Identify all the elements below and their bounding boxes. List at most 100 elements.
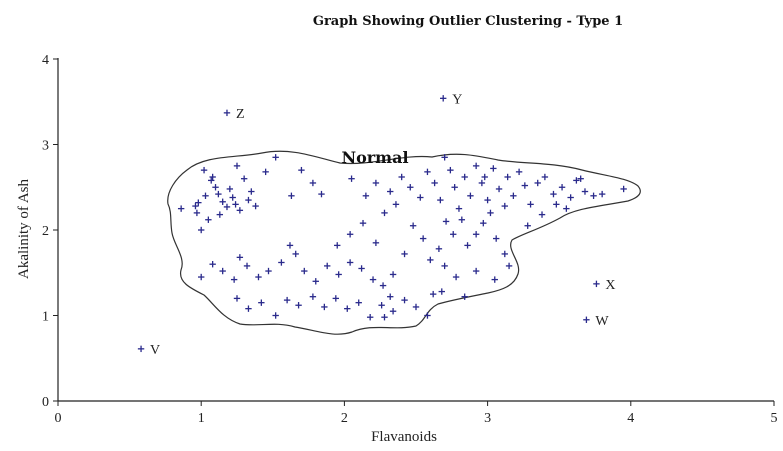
data-point — [347, 259, 353, 265]
data-point — [490, 165, 496, 171]
data-point — [417, 194, 423, 200]
normal-region-outline — [168, 151, 641, 334]
data-point — [522, 182, 528, 188]
x-tick-label: 3 — [484, 411, 491, 426]
data-point — [278, 259, 284, 265]
data-point — [473, 268, 479, 274]
data-point — [502, 203, 508, 209]
outlier-label-y: Y — [452, 92, 462, 107]
data-point — [230, 194, 236, 200]
data-point — [563, 205, 569, 211]
data-point — [459, 217, 465, 223]
y-tick-label: 4 — [42, 53, 49, 68]
x-axis-label: Flavanoids — [371, 429, 437, 445]
data-point — [217, 211, 223, 217]
data-point — [234, 163, 240, 169]
x-tick-label: 2 — [341, 411, 348, 426]
data-point — [373, 240, 379, 246]
data-point — [298, 167, 304, 173]
data-point — [313, 278, 319, 284]
data-point — [380, 282, 386, 288]
outlier-points: VWXYZ — [138, 92, 616, 358]
data-point — [272, 312, 278, 318]
data-point — [437, 197, 443, 203]
data-point — [295, 302, 301, 308]
outlier-point-z — [224, 110, 230, 116]
outlier-point-y — [440, 95, 446, 101]
data-point — [479, 180, 485, 186]
y-tick-label: 3 — [42, 139, 49, 154]
data-point — [390, 308, 396, 314]
data-point — [441, 263, 447, 269]
chart-title: Graph Showing Outlier Clustering - Type … — [313, 14, 623, 29]
data-point — [401, 251, 407, 257]
outlier-label-v: V — [150, 343, 160, 358]
data-point — [450, 231, 456, 237]
data-point — [496, 186, 502, 192]
data-point — [527, 201, 533, 207]
data-point — [451, 184, 457, 190]
data-point — [334, 242, 340, 248]
data-point — [234, 295, 240, 301]
data-point — [358, 265, 364, 271]
data-point — [198, 227, 204, 233]
data-point — [484, 197, 490, 203]
y-tick-label: 1 — [42, 310, 49, 325]
data-point — [461, 293, 467, 299]
data-point — [262, 169, 268, 175]
data-point — [378, 302, 384, 308]
data-point — [387, 188, 393, 194]
data-point — [272, 154, 278, 160]
data-point — [393, 201, 399, 207]
data-points — [178, 154, 627, 320]
data-point — [219, 268, 225, 274]
data-point — [535, 180, 541, 186]
data-point — [215, 191, 221, 197]
data-point — [333, 295, 339, 301]
data-point — [550, 191, 556, 197]
data-point — [373, 180, 379, 186]
data-point — [367, 314, 373, 320]
data-point — [413, 304, 419, 310]
data-point — [344, 305, 350, 311]
data-point — [456, 205, 462, 211]
data-point — [387, 293, 393, 299]
data-point — [582, 188, 588, 194]
data-point — [212, 184, 218, 190]
data-point — [318, 191, 324, 197]
data-point — [461, 174, 467, 180]
data-point — [231, 276, 237, 282]
data-point — [510, 193, 516, 199]
data-point — [427, 257, 433, 263]
data-point — [447, 167, 453, 173]
data-point — [430, 291, 436, 297]
data-point — [493, 235, 499, 241]
data-point — [553, 201, 559, 207]
data-point — [363, 193, 369, 199]
y-tick-label: 0 — [42, 395, 49, 410]
outlier-label-x: X — [605, 278, 615, 293]
data-point — [473, 163, 479, 169]
data-point — [224, 204, 230, 210]
data-point — [464, 242, 470, 248]
data-point — [590, 193, 596, 199]
data-point — [245, 197, 251, 203]
data-point — [198, 274, 204, 280]
data-point — [301, 268, 307, 274]
data-point — [347, 231, 353, 237]
outlier-point-w — [583, 317, 589, 323]
data-point — [258, 299, 264, 305]
data-point — [599, 191, 605, 197]
data-point — [567, 194, 573, 200]
x-tick-label: 4 — [627, 411, 634, 426]
data-point — [241, 176, 247, 182]
data-point — [424, 312, 430, 318]
data-point — [202, 193, 208, 199]
data-point — [248, 188, 254, 194]
data-point — [360, 220, 366, 226]
data-point — [439, 288, 445, 294]
data-point — [265, 268, 271, 274]
data-point — [232, 201, 238, 207]
data-point — [284, 297, 290, 303]
